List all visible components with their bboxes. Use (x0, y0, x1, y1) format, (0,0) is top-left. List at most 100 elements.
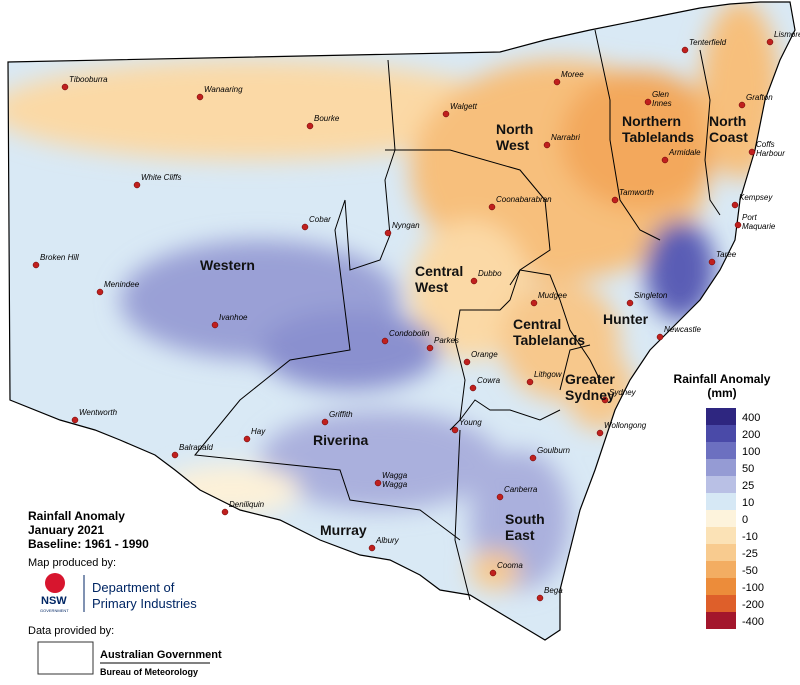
town-marker (536, 594, 544, 602)
town-label: Tenterfield (689, 38, 727, 47)
legend-label: 200 (742, 429, 760, 441)
town-marker (306, 122, 314, 130)
data-caption: Data provided by: (28, 625, 114, 637)
regions: WesternNorthWestNorthernTablelandsNorthC… (200, 113, 748, 543)
town-marker (442, 110, 450, 118)
region-label: Hunter (603, 311, 649, 327)
town-marker (301, 223, 309, 231)
region-label: Western (200, 257, 255, 273)
legend-label: -50 (742, 565, 758, 577)
town-label: Griffith (329, 410, 353, 419)
producer-caption: Map produced by: (28, 557, 116, 569)
town-marker (738, 101, 746, 109)
legend-label: -200 (742, 599, 764, 611)
town-marker (489, 569, 497, 577)
town-label: Dubbo (478, 269, 502, 278)
town-marker (644, 98, 652, 106)
town-label: Broken Hill (40, 253, 79, 262)
legend-label: 50 (742, 463, 754, 475)
legend-label: -25 (742, 548, 758, 560)
town-marker (221, 508, 229, 516)
town-marker (426, 344, 434, 352)
region-label: Greater (565, 371, 615, 387)
town-marker (133, 181, 141, 189)
town-marker (611, 196, 619, 204)
region-label: East (505, 527, 535, 543)
legend-label: -10 (742, 531, 758, 543)
region-label: Central (513, 316, 561, 332)
town-label: Albury (375, 536, 400, 545)
town-label: White Cliffs (141, 173, 181, 182)
legend-swatch (706, 408, 736, 425)
town-marker (553, 78, 561, 86)
legend-swatch (706, 561, 736, 578)
town-label: Singleton (634, 291, 668, 300)
town-marker (488, 203, 496, 211)
legend-swatch (706, 493, 736, 510)
legend-unit: (mm) (707, 386, 736, 400)
legend-swatch (706, 595, 736, 612)
town-label: Tamworth (619, 188, 654, 197)
town-marker (384, 229, 392, 237)
logo-nsw: NSW (41, 595, 67, 607)
info-period: January 2021 (28, 523, 104, 537)
state-outline (7, 1, 796, 641)
town-label: Bega (544, 586, 563, 595)
town-marker (368, 544, 376, 552)
town-marker (766, 38, 774, 46)
town-marker (748, 148, 756, 156)
town-marker (469, 384, 477, 392)
legend-label: 25 (742, 480, 754, 492)
town-label: Wollongong (604, 421, 647, 430)
legend-swatch (706, 544, 736, 561)
town-marker (734, 221, 742, 229)
town-label: Deniliquin (229, 500, 265, 509)
legend-title: Rainfall Anomaly (674, 372, 771, 386)
region-label: Tablelands (622, 129, 694, 145)
info-title: Rainfall Anomaly (28, 509, 125, 523)
town-marker (243, 435, 251, 443)
region-label: West (496, 137, 530, 153)
town-marker (381, 337, 389, 345)
legend-swatch (706, 612, 736, 629)
town-label: Ivanhoe (219, 313, 248, 322)
region-boundaries (194, 29, 721, 601)
town-marker (96, 288, 104, 296)
region-label: West (415, 279, 449, 295)
town-label: Cooma (497, 561, 523, 570)
legend-swatch (706, 425, 736, 442)
legend-label: 400 (742, 412, 760, 424)
town-label: Mudgee (538, 291, 567, 300)
town-label: Balranald (179, 443, 213, 452)
info-baseline: Baseline: 1961 - 1990 (28, 537, 149, 551)
bom-line1: Australian Government (100, 649, 222, 661)
region-label: Northern (622, 113, 681, 129)
town-label: Cowra (477, 376, 501, 385)
towns: Tibooburra Wanaaring Bourke White Cliffs Cob… (32, 30, 800, 602)
town-marker (530, 299, 538, 307)
town-marker (171, 451, 179, 459)
dept-line1: Department of (92, 580, 175, 595)
town-label: Wentworth (79, 408, 118, 417)
legend-label: -100 (742, 582, 764, 594)
dept-line2: Primary Industries (92, 596, 197, 611)
town-label: Wagga Wagga (382, 471, 408, 489)
legend-swatch (706, 527, 736, 544)
town-marker (32, 261, 40, 269)
town-label: Condobolin (389, 329, 430, 338)
town-label: Menindee (104, 280, 140, 289)
town-marker (656, 333, 664, 341)
region-label: North (709, 113, 746, 129)
legend-label: 10 (742, 497, 754, 509)
town-marker (71, 416, 79, 424)
town-marker (463, 358, 471, 366)
town-marker (196, 93, 204, 101)
bom-line2: Bureau of Meteorology (100, 667, 198, 677)
town-marker (526, 378, 534, 386)
town-label: Lismore (774, 30, 800, 39)
town-marker (708, 258, 716, 266)
town-marker (543, 141, 551, 149)
bom-logo: Australian Government Bureau of Meteorol… (37, 641, 222, 677)
town-label: Newcastle (664, 325, 701, 334)
